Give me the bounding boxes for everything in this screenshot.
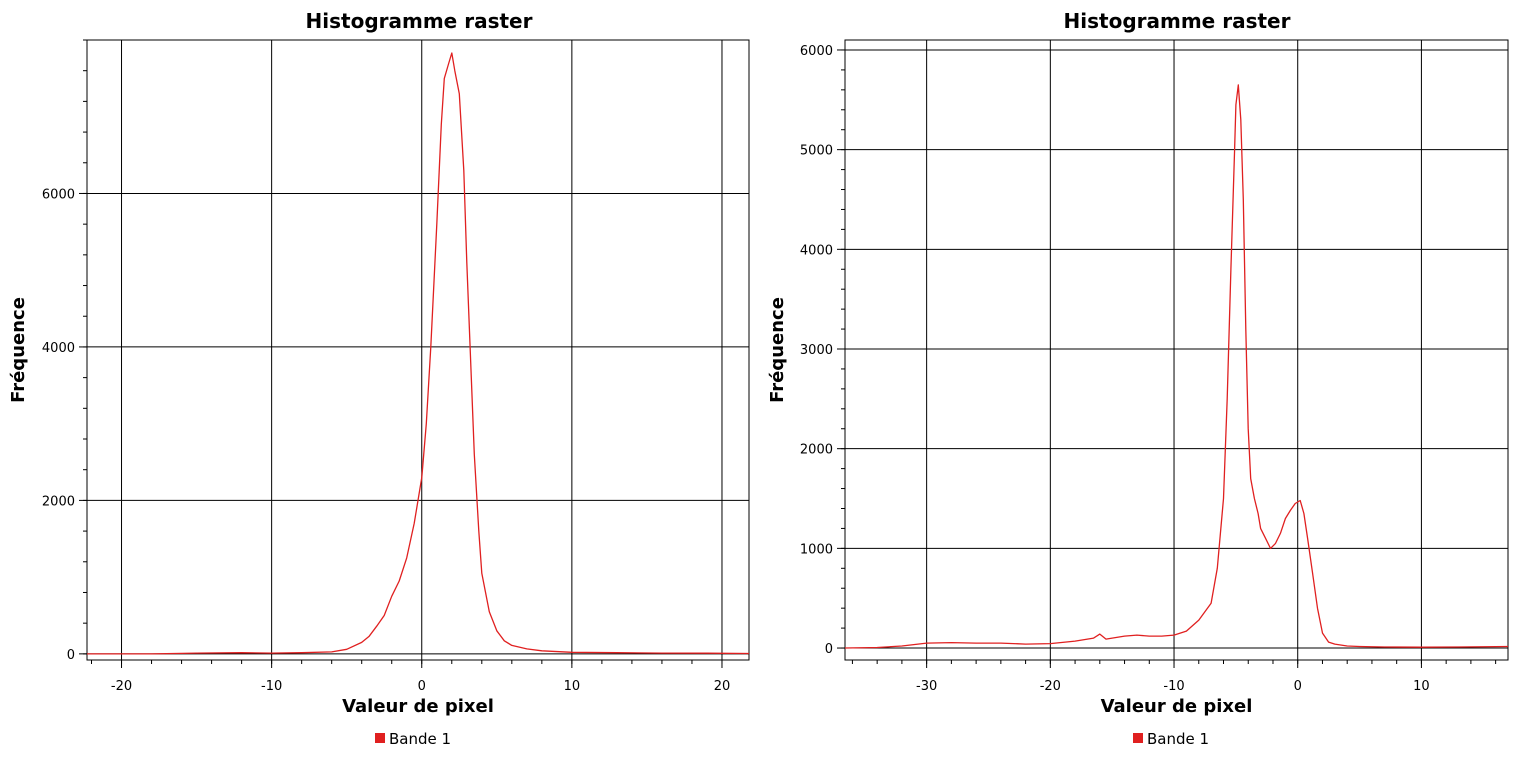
y-tick-label: 0 — [825, 642, 833, 657]
y-tick-label: 3000 — [800, 343, 833, 358]
y-tick-label: 4000 — [42, 341, 75, 356]
legend-label: Bande 1 — [1147, 730, 1209, 748]
plot-frame — [87, 40, 749, 660]
x-tick-label: 20 — [714, 679, 731, 694]
y-axis-title: Fréquence — [8, 297, 29, 403]
x-tick-label: -20 — [111, 679, 132, 694]
legend: Bande 1 — [375, 730, 451, 748]
chart-2: -30 -20 -10 0 10 0 1000 2000 3000 4000 5000 6000 His… — [767, 9, 1508, 748]
chart-title: Histogramme raster — [306, 9, 533, 33]
y-tick-label: 1000 — [800, 542, 833, 557]
x-tick-label: 10 — [564, 679, 581, 694]
y-tick-label: 6000 — [800, 44, 833, 59]
chart-title: Histogramme raster — [1064, 9, 1291, 33]
plot-frame — [845, 40, 1508, 660]
y-tick-label: 6000 — [42, 187, 75, 202]
x-axis-title: Valeur de pixel — [1101, 696, 1253, 717]
legend-swatch — [1133, 733, 1143, 743]
legend-swatch — [375, 733, 385, 743]
legend-label: Bande 1 — [389, 730, 451, 748]
y-tick-label: 4000 — [800, 243, 833, 258]
y-axis-title: Fréquence — [767, 297, 788, 403]
y-tick-label: 2000 — [42, 494, 75, 509]
x-tick-label: 0 — [418, 679, 426, 694]
x-tick-label: 10 — [1413, 679, 1430, 694]
x-tick-label: 0 — [1294, 679, 1302, 694]
x-axis-title: Valeur de pixel — [342, 696, 494, 717]
x-tick-label: -10 — [1163, 679, 1184, 694]
y-tick-label: 0 — [67, 648, 75, 663]
x-tick-label: -30 — [916, 679, 937, 694]
y-tick-label: 2000 — [800, 443, 833, 458]
y-tick-label: 5000 — [800, 144, 833, 159]
x-tick-label: -10 — [261, 679, 282, 694]
x-tick-label: -20 — [1040, 679, 1061, 694]
chart-1: -20 -10 0 10 20 0 2000 4000 6000 Histogramme rast… — [8, 9, 749, 748]
legend: Bande 1 — [1133, 730, 1209, 748]
